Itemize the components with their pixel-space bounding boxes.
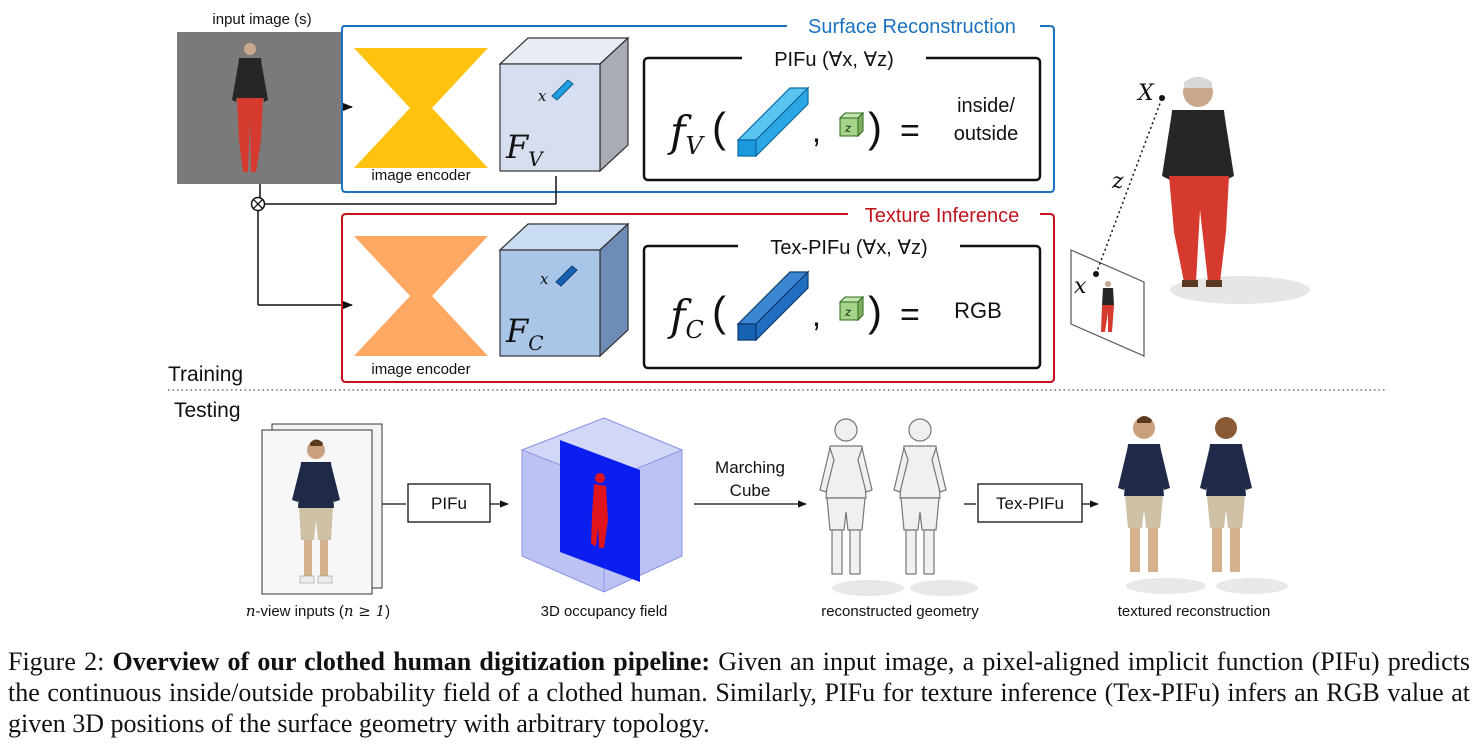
svg-text:FV: FV xyxy=(505,128,545,171)
svg-text:): ) xyxy=(868,104,882,151)
figure-caption: Figure 2: Overview of our clothed human … xyxy=(8,646,1470,739)
n-view-n: n xyxy=(246,602,256,620)
input-image-label: input image (s) xyxy=(212,11,311,28)
feature-volume-v: x FV xyxy=(498,36,630,173)
tex-pifu-test-label: Tex-PIFu xyxy=(996,494,1064,513)
f-v-sub: V xyxy=(686,132,706,160)
textured-back-icon xyxy=(1200,417,1252,572)
feature-bar-darkblue-icon xyxy=(736,270,810,342)
skip-connector xyxy=(250,176,557,310)
image-encoder-bottom-label: image encoder xyxy=(371,361,470,378)
svg-text:=: = xyxy=(900,296,920,334)
occupancy-field-cube: 3D occupancy field xyxy=(520,417,684,620)
image-encoder-top-label: image encoder xyxy=(371,167,470,184)
f-c-sub: C xyxy=(686,316,704,344)
pifu-function-box: PIFu (∀x, ∀z) fV ( , z ) = inside/ outsi… xyxy=(642,47,1042,182)
feature-v-x-label: x xyxy=(538,87,547,105)
x-point-label: x xyxy=(1074,274,1087,299)
input-image xyxy=(177,32,342,184)
texture-inference-title: Texture Inference xyxy=(865,205,1020,227)
projected-person-icon xyxy=(1101,281,1114,332)
tex-pifu-test-box: Tex-PIFu xyxy=(977,483,1083,523)
camera-ray-illustration: x X z xyxy=(1070,77,1310,357)
texture-inference-panel: Texture Inference image encoder x FC Tex… xyxy=(341,205,1055,383)
depth-cube-icon xyxy=(838,111,865,138)
image-encoder-top: image encoder xyxy=(354,48,488,184)
n-view-inputs: n-view inputs (n ≥ 1) xyxy=(246,423,390,620)
svg-text:(: ( xyxy=(712,288,726,335)
pifu-test-label: PIFu xyxy=(431,494,467,513)
svg-text:=: = xyxy=(900,112,920,150)
feature-c-sub: C xyxy=(528,331,543,355)
textured-front-icon xyxy=(1118,416,1170,572)
n-view-text: -view inputs ( xyxy=(256,603,344,620)
person-photo-icon-2 xyxy=(292,439,340,584)
textured-label: textured reconstruction xyxy=(1118,603,1271,620)
inside-outside-line1: inside/ xyxy=(957,95,1015,117)
caption-figure-number: Figure 2: xyxy=(8,647,105,676)
n-view-condition: n ≥ 1 xyxy=(344,602,385,620)
svg-text:,: , xyxy=(812,297,821,333)
feature-v-symbol: F xyxy=(505,128,530,166)
pipeline-figure: input image (s) Surface Reconstruction i… xyxy=(168,11,1386,620)
person-photo-icon xyxy=(232,43,268,172)
svg-text:(: ( xyxy=(712,104,726,151)
feature-v-sub: V xyxy=(528,147,545,171)
svg-text:,: , xyxy=(812,113,821,149)
tex-pifu-function-box: Tex-PIFu (∀x, ∀z) fC ( , z ) = RGB xyxy=(642,235,1042,370)
textured-reconstruction: textured reconstruction xyxy=(1118,416,1288,620)
occupancy-person-icon xyxy=(591,473,608,548)
mesh-front-icon xyxy=(819,418,873,575)
inside-outside-line2: outside xyxy=(954,123,1019,145)
pifu-header: PIFu (∀x, ∀z) xyxy=(774,49,894,71)
marching-cube-line2: Cube xyxy=(730,481,771,500)
feature-c-symbol: F xyxy=(505,312,530,350)
depth-cube-z-label: z xyxy=(844,121,852,135)
X-point-label: X xyxy=(1136,81,1155,106)
tex-pifu-header: Tex-PIFu (∀x, ∀z) xyxy=(770,237,927,259)
feature-bar-cyan-icon xyxy=(736,86,810,158)
svg-text:fC: fC xyxy=(667,291,704,344)
occupancy-label: 3D occupancy field xyxy=(541,603,668,620)
depth-cube-z-label-2: z xyxy=(844,305,852,319)
caption-title: Overview of our clothed human digitizati… xyxy=(112,647,711,676)
svg-text:n-view inputs (n ≥ 1): n-view inputs (n ≥ 1) xyxy=(246,602,390,620)
rgb-output: RGB xyxy=(954,298,1002,323)
geometry-label: reconstructed geometry xyxy=(821,603,979,620)
feature-volume-c: x FC xyxy=(498,222,630,358)
z-ray-label: z xyxy=(1111,169,1124,194)
image-encoder-bottom: image encoder xyxy=(354,236,488,378)
pifu-test-box: PIFu xyxy=(407,483,491,523)
person-3d-icon xyxy=(1162,77,1310,304)
svg-text:FC: FC xyxy=(505,312,544,355)
caption-body: Given an input image, a pixel-aligned im… xyxy=(8,647,1471,738)
surface-reconstruction-title: Surface Reconstruction xyxy=(808,16,1016,38)
testing-section-label: Testing xyxy=(174,399,241,422)
pixel-feature-bar-icon xyxy=(551,79,574,101)
training-section-label: Training xyxy=(168,363,243,386)
depth-cube-icon-2 xyxy=(838,295,865,322)
reconstructed-geometry: reconstructed geometry xyxy=(819,418,979,620)
mesh-back-icon xyxy=(893,418,947,575)
svg-text:): ) xyxy=(868,288,882,335)
pixel-feature-bar-blue-icon xyxy=(555,265,578,287)
marching-cube-line1: Marching xyxy=(715,458,785,477)
feature-c-x-label: x xyxy=(540,270,549,288)
surface-reconstruction-panel: Surface Reconstruction image encoder x F… xyxy=(341,16,1055,193)
n-view-close: ) xyxy=(385,603,390,620)
